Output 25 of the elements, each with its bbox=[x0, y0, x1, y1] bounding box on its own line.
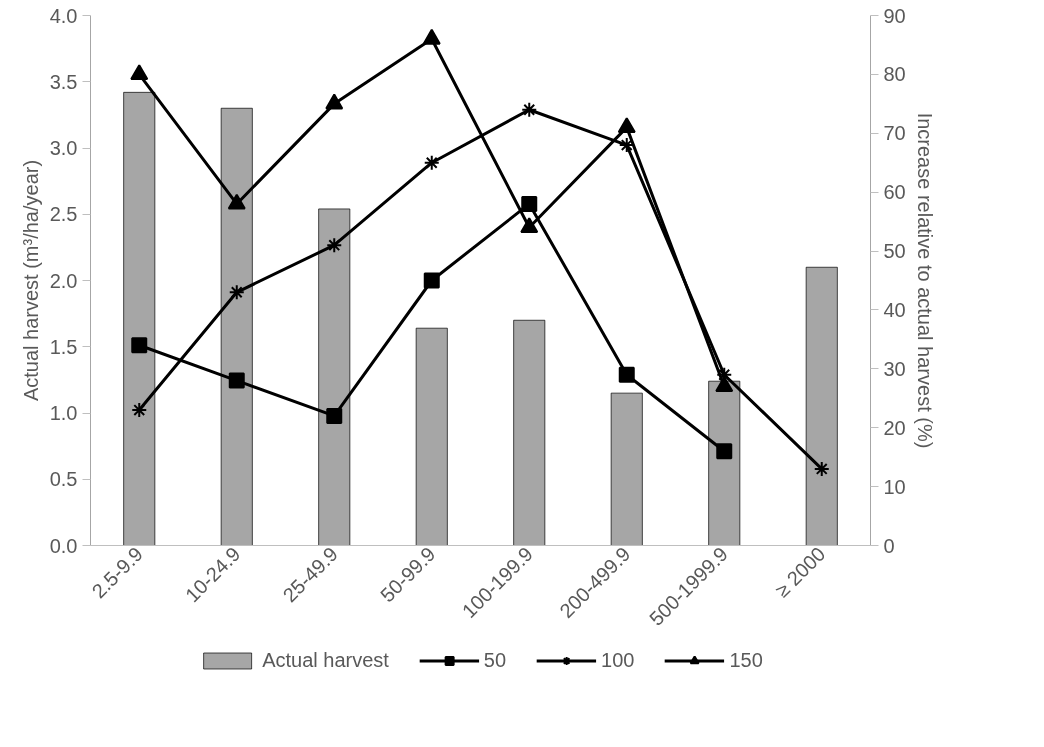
y-tick-label: 3.5 bbox=[49, 70, 78, 93]
y2-tick-label: 90 bbox=[883, 4, 906, 27]
y-tick-label: 2.0 bbox=[49, 269, 78, 292]
legend-label: 100 bbox=[601, 648, 635, 672]
legend-label: Actual harvest bbox=[262, 648, 389, 672]
legend-label: 50 bbox=[483, 648, 507, 672]
legend-label: 150 bbox=[729, 648, 763, 672]
y2-tick-label: 70 bbox=[883, 122, 906, 145]
y2-tick-label: 50 bbox=[883, 240, 906, 263]
y2-tick-label: 0 bbox=[883, 534, 895, 557]
y-tick-label: 0.5 bbox=[49, 468, 78, 491]
y-tick-label: 0.0 bbox=[49, 534, 78, 557]
y2-tick-label: 80 bbox=[883, 63, 906, 86]
y-tick-label: 1.0 bbox=[49, 402, 78, 424]
y2-tick-label: 10 bbox=[883, 475, 906, 498]
y-tick-label: 4.0 bbox=[49, 4, 78, 27]
y2-axis-title: Increase relative to actual harvest (%) bbox=[913, 112, 936, 449]
y2-tick-label: 60 bbox=[883, 181, 906, 204]
y-tick-label: 2.5 bbox=[49, 203, 78, 226]
y2-tick-label: 20 bbox=[883, 416, 906, 439]
y-tick-label: 1.5 bbox=[49, 335, 78, 358]
y2-tick-label: 30 bbox=[883, 357, 906, 380]
y2-tick-label: 40 bbox=[883, 298, 906, 321]
y-tick-label: 3.0 bbox=[49, 137, 78, 159]
y-axis-title: Actual harvest (m³/ha/year) bbox=[19, 159, 42, 402]
